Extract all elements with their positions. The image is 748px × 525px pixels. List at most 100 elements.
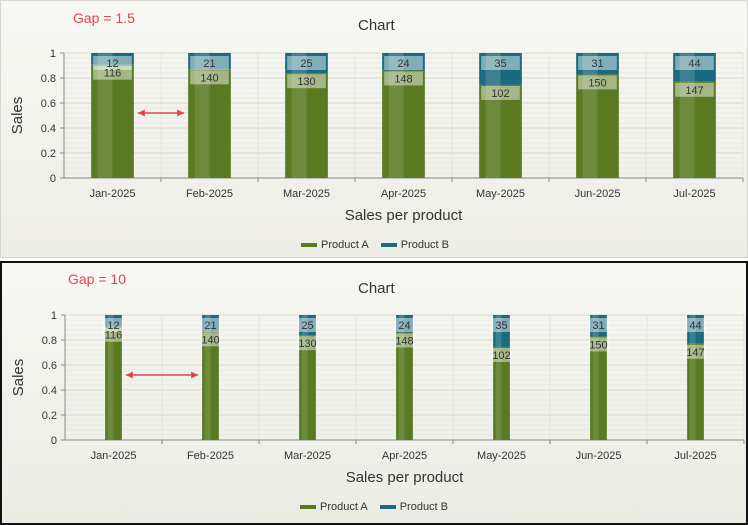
data-label-product-b: 24 [397, 58, 409, 70]
bar-product-b [285, 53, 328, 74]
data-label-bg [103, 327, 124, 342]
data-label-product-a: 102 [492, 350, 510, 362]
y-tick-label: 0.2 [42, 410, 57, 422]
data-label-product-a: 150 [588, 77, 606, 89]
data-label-bg [297, 336, 318, 351]
y-tick-label: 0.8 [42, 335, 57, 347]
data-label-bg [481, 56, 520, 70]
bar-highlight [398, 332, 405, 440]
data-label-product-b: 35 [494, 58, 506, 70]
legend-item-product-a[interactable]: Product A [300, 501, 368, 513]
legend-swatch-product-b [380, 243, 397, 247]
data-label-product-b: 21 [204, 320, 216, 332]
data-label-bg [394, 318, 415, 332]
bar-product-a [590, 336, 607, 440]
data-label-bg [578, 75, 617, 90]
bar-highlight [97, 53, 113, 65]
data-label-bg [588, 337, 609, 352]
bar-highlight [689, 315, 696, 344]
bar-product-b [202, 315, 219, 332]
x-tick-label: Jan-2025 [91, 450, 137, 462]
bar-product-a [285, 73, 328, 178]
data-label-product-a: 130 [298, 338, 316, 350]
bar-highlight [592, 336, 599, 440]
legend-swatch-product-a [301, 243, 317, 247]
y-tick-label: 0.6 [42, 360, 57, 372]
legend-label: Product B [399, 501, 449, 513]
bar-product-a [188, 69, 231, 178]
y-tick-label: 0.4 [42, 385, 57, 397]
bar-highlight [388, 53, 404, 71]
data-label-bg [384, 56, 423, 70]
x-axis-title: Sales per product [345, 207, 463, 224]
chart-title: Chart [358, 17, 395, 34]
bar-highlight [592, 315, 599, 337]
bar-product-b [479, 53, 522, 85]
bar-product-b [91, 53, 134, 65]
gap-arrow-head-right [177, 109, 185, 117]
bar-product-a [687, 343, 704, 440]
bar-product-a [673, 81, 716, 178]
data-label-product-b: 21 [203, 58, 215, 70]
y-tick-label: 0 [50, 173, 56, 185]
data-label-product-b: 44 [689, 320, 701, 332]
y-tick-label: 0 [51, 435, 57, 447]
x-tick-label: Feb-2025 [186, 188, 233, 200]
gap-annotation: Gap = 1.5 [73, 10, 135, 26]
bar-product-a [576, 74, 619, 178]
data-label-bg [675, 82, 714, 97]
x-tick-label: Jan-2025 [90, 188, 136, 200]
bar-highlight [194, 69, 210, 178]
legend: Product A Product B [300, 501, 448, 513]
data-label-product-b: 44 [688, 58, 700, 70]
bar-product-b [687, 315, 704, 344]
data-label-product-a: 150 [589, 339, 607, 351]
legend-item-product-a[interactable]: Product A [301, 239, 369, 251]
data-label-bg [675, 56, 714, 70]
data-label-bg [578, 56, 617, 70]
bar-highlight [301, 315, 308, 336]
data-label-bg [588, 318, 609, 332]
y-tick-label: 1 [50, 48, 56, 60]
y-tick-label: 0.4 [41, 123, 56, 135]
bar-product-a [479, 84, 522, 178]
bar-highlight [485, 84, 501, 178]
data-label-bg [491, 318, 512, 332]
legend-item-product-b[interactable]: Product B [379, 501, 449, 513]
data-label-bg [287, 74, 326, 89]
y-tick-label: 0.2 [41, 148, 56, 160]
data-label-bg [685, 344, 706, 359]
data-label-bg [200, 318, 221, 332]
bar-highlight [204, 315, 211, 332]
legend-label: Product A [321, 239, 369, 251]
bar-highlight [398, 315, 405, 333]
data-label-bg [200, 332, 221, 347]
bar-highlight [582, 53, 598, 75]
x-tick-label: Jun-2025 [575, 188, 621, 200]
y-axis-title: Sales [9, 97, 26, 135]
data-label-bg [93, 56, 132, 70]
data-label-product-b: 31 [592, 320, 604, 332]
bar-highlight [97, 64, 113, 178]
bar-product-a [202, 331, 219, 440]
data-label-product-a: 102 [491, 88, 509, 100]
data-label-bg [297, 318, 318, 332]
bar-product-b [105, 315, 122, 327]
bar-highlight [495, 346, 502, 440]
gap-arrow-head-right [191, 371, 199, 379]
x-tick-label: Jul-2025 [674, 450, 716, 462]
legend-item-product-b[interactable]: Product B [380, 239, 450, 251]
x-tick-label: Jul-2025 [673, 188, 715, 200]
x-tick-label: May-2025 [476, 188, 525, 200]
bar-product-b [576, 53, 619, 75]
y-tick-label: 0.6 [41, 98, 56, 110]
legend-label: Product B [400, 239, 450, 251]
bar-highlight [495, 315, 502, 347]
chart-panel-gap-1-5: Gap = 1.5 Chart 0 0.2 0.4 0.6 0.8 1 116 12 Jan-2… [0, 0, 748, 258]
bar-highlight [291, 73, 307, 178]
y-tick-label: 0.8 [41, 73, 56, 85]
data-label-product-b: 35 [495, 320, 507, 332]
bar-highlight [291, 53, 307, 74]
